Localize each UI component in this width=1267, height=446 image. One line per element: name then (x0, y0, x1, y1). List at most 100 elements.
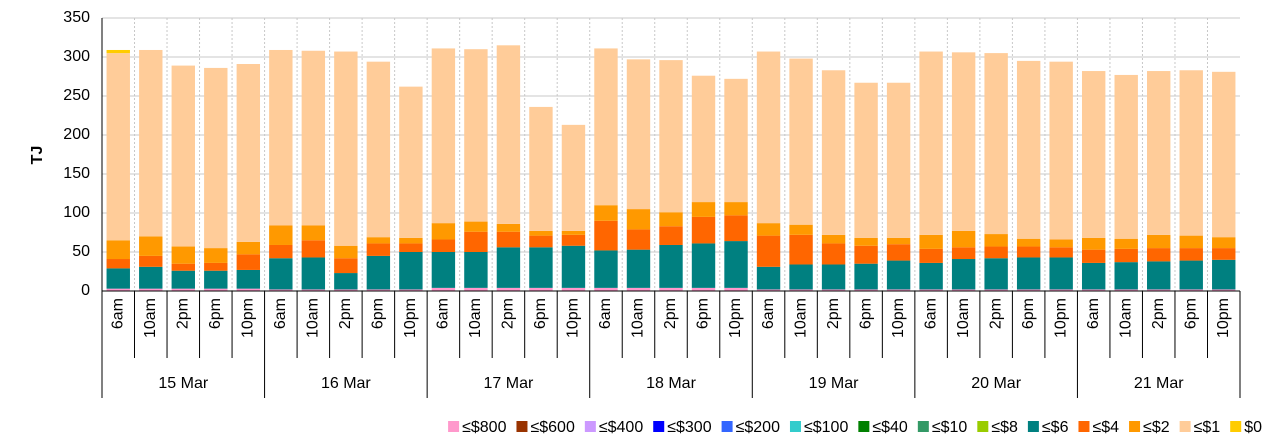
bar-segment (269, 225, 293, 245)
bar-segment (1212, 237, 1236, 249)
bar-segment (1147, 261, 1171, 290)
x-tick-label: 10pm (240, 298, 257, 338)
bar-segment (1114, 289, 1138, 291)
bar-segment (594, 287, 618, 291)
legend-label: ≤$100 (804, 419, 848, 436)
bar-segment (919, 51, 943, 235)
x-tick-label: 6pm (207, 298, 224, 329)
bar-segment (431, 252, 456, 288)
x-tick-label: 2pm (500, 298, 517, 329)
bar-segment (1179, 248, 1203, 261)
x-tick-label: 6pm (1182, 298, 1199, 329)
legend-swatch (1179, 421, 1191, 432)
bar-segment (139, 236, 163, 256)
bar-segment (854, 82, 878, 238)
bar-segment (171, 263, 195, 271)
bar-segment (236, 64, 261, 242)
x-tick-label: 6am (597, 298, 614, 329)
legend-swatch (584, 421, 596, 432)
bar-segment (139, 266, 163, 289)
legend-swatch (1230, 421, 1242, 432)
x-tick-label: 10pm (1215, 298, 1232, 338)
legend-swatch (448, 421, 460, 432)
bar-segment (301, 225, 326, 241)
bar-segment (659, 60, 683, 213)
group-label: 18 Mar (646, 375, 696, 392)
bar-segment (171, 288, 195, 291)
bar-segment (1114, 248, 1138, 263)
bar-segment (561, 124, 586, 231)
group-label: 15 Mar (158, 375, 208, 392)
bar-segment (236, 241, 261, 255)
bar-segment (854, 245, 878, 264)
bar-segment (529, 247, 553, 288)
bar-segment (951, 289, 976, 291)
x-tick-label: 10pm (402, 298, 419, 338)
bar-segment (1212, 248, 1236, 260)
bar-segment (204, 262, 228, 271)
bar-segment (106, 259, 130, 269)
bar-segment (1016, 289, 1041, 291)
bar-segment (139, 255, 163, 267)
bar-segment (1016, 246, 1041, 258)
bar-segment (399, 289, 423, 291)
bar-segment (334, 289, 358, 291)
x-tick-label: 10am (305, 298, 322, 338)
group-label: 21 Mar (1134, 375, 1184, 392)
bar-segment (496, 287, 521, 291)
bar-segment (301, 50, 326, 226)
group-label: 17 Mar (484, 375, 534, 392)
bar-segment (789, 58, 813, 225)
bar-segment (496, 45, 521, 224)
bar-segment (821, 289, 846, 291)
legend-label: ≤$10 (932, 419, 968, 436)
bar-segment (984, 53, 1008, 235)
bar-segment (659, 287, 683, 291)
bar-segment (1212, 259, 1236, 290)
bar-segment (106, 268, 130, 289)
x-tick-label: 6am (922, 298, 939, 329)
bar-segment (1179, 260, 1203, 290)
bar-segment (919, 234, 943, 249)
x-tick-label: 2pm (337, 298, 354, 329)
bar-segment (724, 215, 748, 242)
legend-swatch (721, 421, 733, 432)
bar-segment (1081, 249, 1106, 263)
bar-segment (269, 289, 293, 291)
bar-segment (106, 240, 130, 260)
bar-segment (171, 65, 195, 247)
bar-segment (626, 209, 651, 230)
bar-segment (171, 270, 195, 289)
bar-segment (431, 239, 456, 252)
bar-segment (756, 235, 781, 267)
bar-segment (756, 289, 781, 291)
bar-segment (561, 234, 586, 246)
x-tick-label: 6pm (695, 298, 712, 329)
bar-segment (204, 270, 228, 289)
bar-segment (1179, 235, 1203, 249)
bar-segment (496, 247, 521, 288)
bar-segment (1049, 239, 1073, 248)
bar-segment (1049, 61, 1073, 240)
bar-segment (659, 244, 683, 288)
x-tick-label: 10pm (890, 298, 907, 338)
bar-segment (919, 289, 943, 291)
bar-segment (1016, 238, 1041, 247)
bar-segment (821, 70, 846, 235)
bar-segment (919, 248, 943, 263)
bar-segment (886, 260, 911, 290)
bar-segment (659, 212, 683, 227)
bar-segment (626, 249, 651, 288)
bar-segment (1081, 262, 1106, 290)
bar-segment (951, 52, 976, 231)
bar-segment (724, 287, 748, 291)
bar-segment (399, 243, 423, 252)
bar-segment (691, 202, 716, 217)
bar-segment (1081, 71, 1106, 238)
bar-segment (366, 243, 391, 256)
y-tick-label: 350 (63, 9, 90, 26)
bar-segment (561, 287, 586, 291)
bar-segment (431, 48, 456, 224)
x-tick-label: 6am (760, 298, 777, 329)
